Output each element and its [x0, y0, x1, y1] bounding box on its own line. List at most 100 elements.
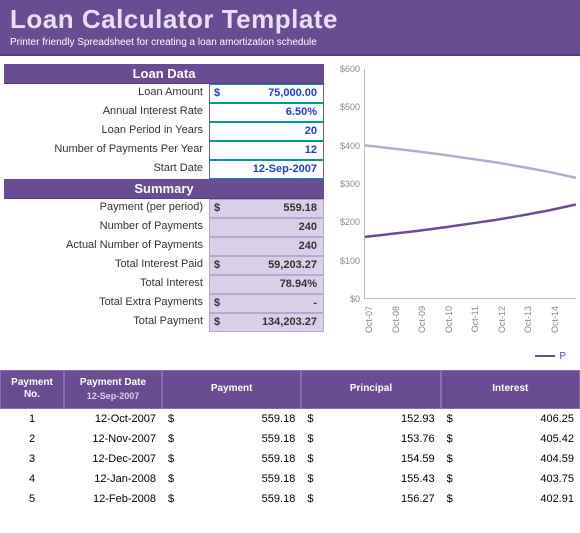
field-label: Number of Payments — [4, 218, 209, 237]
summary-row: Actual Number of Payments240 — [4, 237, 324, 256]
start-date-sub: 12-Sep-2007 — [69, 391, 157, 402]
cell-no: 4 — [0, 473, 64, 485]
header-divider — [0, 54, 580, 56]
table-row: 312-Dec-2007559.18154.59404.59 — [0, 449, 580, 469]
y-tick: $300 — [340, 179, 360, 189]
loan-data-row: Number of Payments Per Year12 — [4, 141, 324, 160]
y-tick: $200 — [340, 217, 360, 227]
x-tick: Oct-11 — [470, 306, 480, 332]
cell-date: 12-Oct-2007 — [64, 413, 162, 425]
chart-series-interest — [365, 145, 576, 177]
summary-row: Total Extra Payments- — [4, 294, 324, 313]
y-tick: $0 — [350, 294, 360, 304]
col-interest: Interest — [441, 370, 580, 409]
cell-payment: 559.18 — [162, 473, 301, 485]
field-label: Start Date — [4, 160, 209, 179]
chart-series-principal — [365, 204, 576, 236]
field-value: 240 — [209, 218, 324, 237]
y-tick: $100 — [340, 256, 360, 266]
col-payment: Payment — [162, 370, 301, 409]
field-value: 134,203.27 — [209, 313, 324, 332]
table-row: 112-Oct-2007559.18152.93406.25 — [0, 409, 580, 429]
header: Loan Calculator Template Printer friendl… — [0, 0, 580, 54]
field-value[interactable]: 6.50% — [209, 103, 324, 122]
cell-payment: 559.18 — [162, 453, 301, 465]
summary-row: Number of Payments240 — [4, 218, 324, 237]
field-value[interactable]: 75,000.00 — [209, 84, 324, 103]
field-value[interactable]: 12 — [209, 141, 324, 160]
field-value: 240 — [209, 237, 324, 256]
col-payment-no: Payment No. — [0, 370, 64, 409]
field-value[interactable]: 20 — [209, 122, 324, 141]
field-value: 78.94% — [209, 275, 324, 294]
cell-no: 5 — [0, 493, 64, 505]
cell-date: 12-Nov-2007 — [64, 433, 162, 445]
top-row: Loan Data Loan Amount75,000.00Annual Int… — [0, 64, 580, 364]
chart-legend: P — [535, 351, 566, 362]
field-value: 559.18 — [209, 199, 324, 218]
cell-principal: 155.43 — [301, 473, 440, 485]
loan-data-heading: Loan Data — [4, 64, 324, 84]
page-title: Loan Calculator Template — [10, 4, 570, 35]
loan-data-row: Annual Interest Rate6.50% — [4, 103, 324, 122]
amort-table-header: Payment No. Payment Date 12-Sep-2007 Pay… — [0, 370, 580, 409]
cell-payment: 559.18 — [162, 413, 301, 425]
table-row: 212-Nov-2007559.18153.76405.42 — [0, 429, 580, 449]
field-label: Loan Amount — [4, 84, 209, 103]
cell-interest: 405.42 — [441, 433, 580, 445]
cell-interest: 406.25 — [441, 413, 580, 425]
table-row: 412-Jan-2008559.18155.43403.75 — [0, 469, 580, 489]
field-label: Total Interest — [4, 275, 209, 294]
y-tick: $500 — [340, 102, 360, 112]
summary-row: Total Interest78.94% — [4, 275, 324, 294]
summary-row: Total Payment134,203.27 — [4, 313, 324, 332]
cell-payment: 559.18 — [162, 493, 301, 505]
field-label: Payment (per period) — [4, 199, 209, 218]
field-label: Number of Payments Per Year — [4, 141, 209, 160]
field-value: - — [209, 294, 324, 313]
x-tick: Oct-08 — [391, 306, 401, 333]
field-label: Total Interest Paid — [4, 256, 209, 275]
cell-no: 2 — [0, 433, 64, 445]
amort-table-body: 112-Oct-2007559.18152.93406.25212-Nov-20… — [0, 409, 580, 509]
table-row: 512-Feb-2008559.18156.27402.91 — [0, 489, 580, 509]
page-subtitle: Printer friendly Spreadsheet for creatin… — [10, 37, 570, 48]
chart-plot-area — [364, 69, 576, 299]
y-tick: $600 — [340, 64, 360, 74]
left-panel: Loan Data Loan Amount75,000.00Annual Int… — [4, 64, 324, 364]
field-label: Total Extra Payments — [4, 294, 209, 313]
loan-data-row: Start Date12-Sep-2007 — [4, 160, 324, 179]
cell-no: 1 — [0, 413, 64, 425]
x-tick: Oct-10 — [444, 306, 454, 333]
x-tick: Oct-13 — [523, 306, 533, 333]
cell-interest: 404.59 — [441, 453, 580, 465]
field-label: Annual Interest Rate — [4, 103, 209, 122]
cell-principal: 154.59 — [301, 453, 440, 465]
loan-data-block: Loan Amount75,000.00Annual Interest Rate… — [4, 84, 324, 179]
cell-date: 12-Dec-2007 — [64, 453, 162, 465]
amortization-chart: $0 $100 $200 $300 $400 $500 $600 Oct-07 Oct-08 O… — [332, 64, 576, 364]
col-payment-date: Payment Date 12-Sep-2007 — [64, 370, 162, 409]
summary-row: Total Interest Paid59,203.27 — [4, 256, 324, 275]
col-principal: Principal — [301, 370, 440, 409]
field-value[interactable]: 12-Sep-2007 — [209, 160, 324, 179]
x-tick: Oct-12 — [497, 306, 507, 333]
loan-data-row: Loan Amount75,000.00 — [4, 84, 324, 103]
chart-svg — [365, 69, 576, 298]
y-tick: $400 — [340, 141, 360, 151]
summary-row: Payment (per period)559.18 — [4, 199, 324, 218]
loan-data-row: Loan Period in Years20 — [4, 122, 324, 141]
cell-principal: 156.27 — [301, 493, 440, 505]
x-tick: Oct-07 — [364, 306, 374, 333]
field-label: Total Payment — [4, 313, 209, 332]
cell-payment: 559.18 — [162, 433, 301, 445]
field-value: 59,203.27 — [209, 256, 324, 275]
cell-date: 12-Jan-2008 — [64, 473, 162, 485]
field-label: Loan Period in Years — [4, 122, 209, 141]
cell-principal: 153.76 — [301, 433, 440, 445]
summary-block: Payment (per period)559.18Number of Paym… — [4, 199, 324, 332]
summary-heading: Summary — [4, 179, 324, 199]
cell-no: 3 — [0, 453, 64, 465]
cell-date: 12-Feb-2008 — [64, 493, 162, 505]
x-tick: Oct-14 — [550, 306, 560, 333]
